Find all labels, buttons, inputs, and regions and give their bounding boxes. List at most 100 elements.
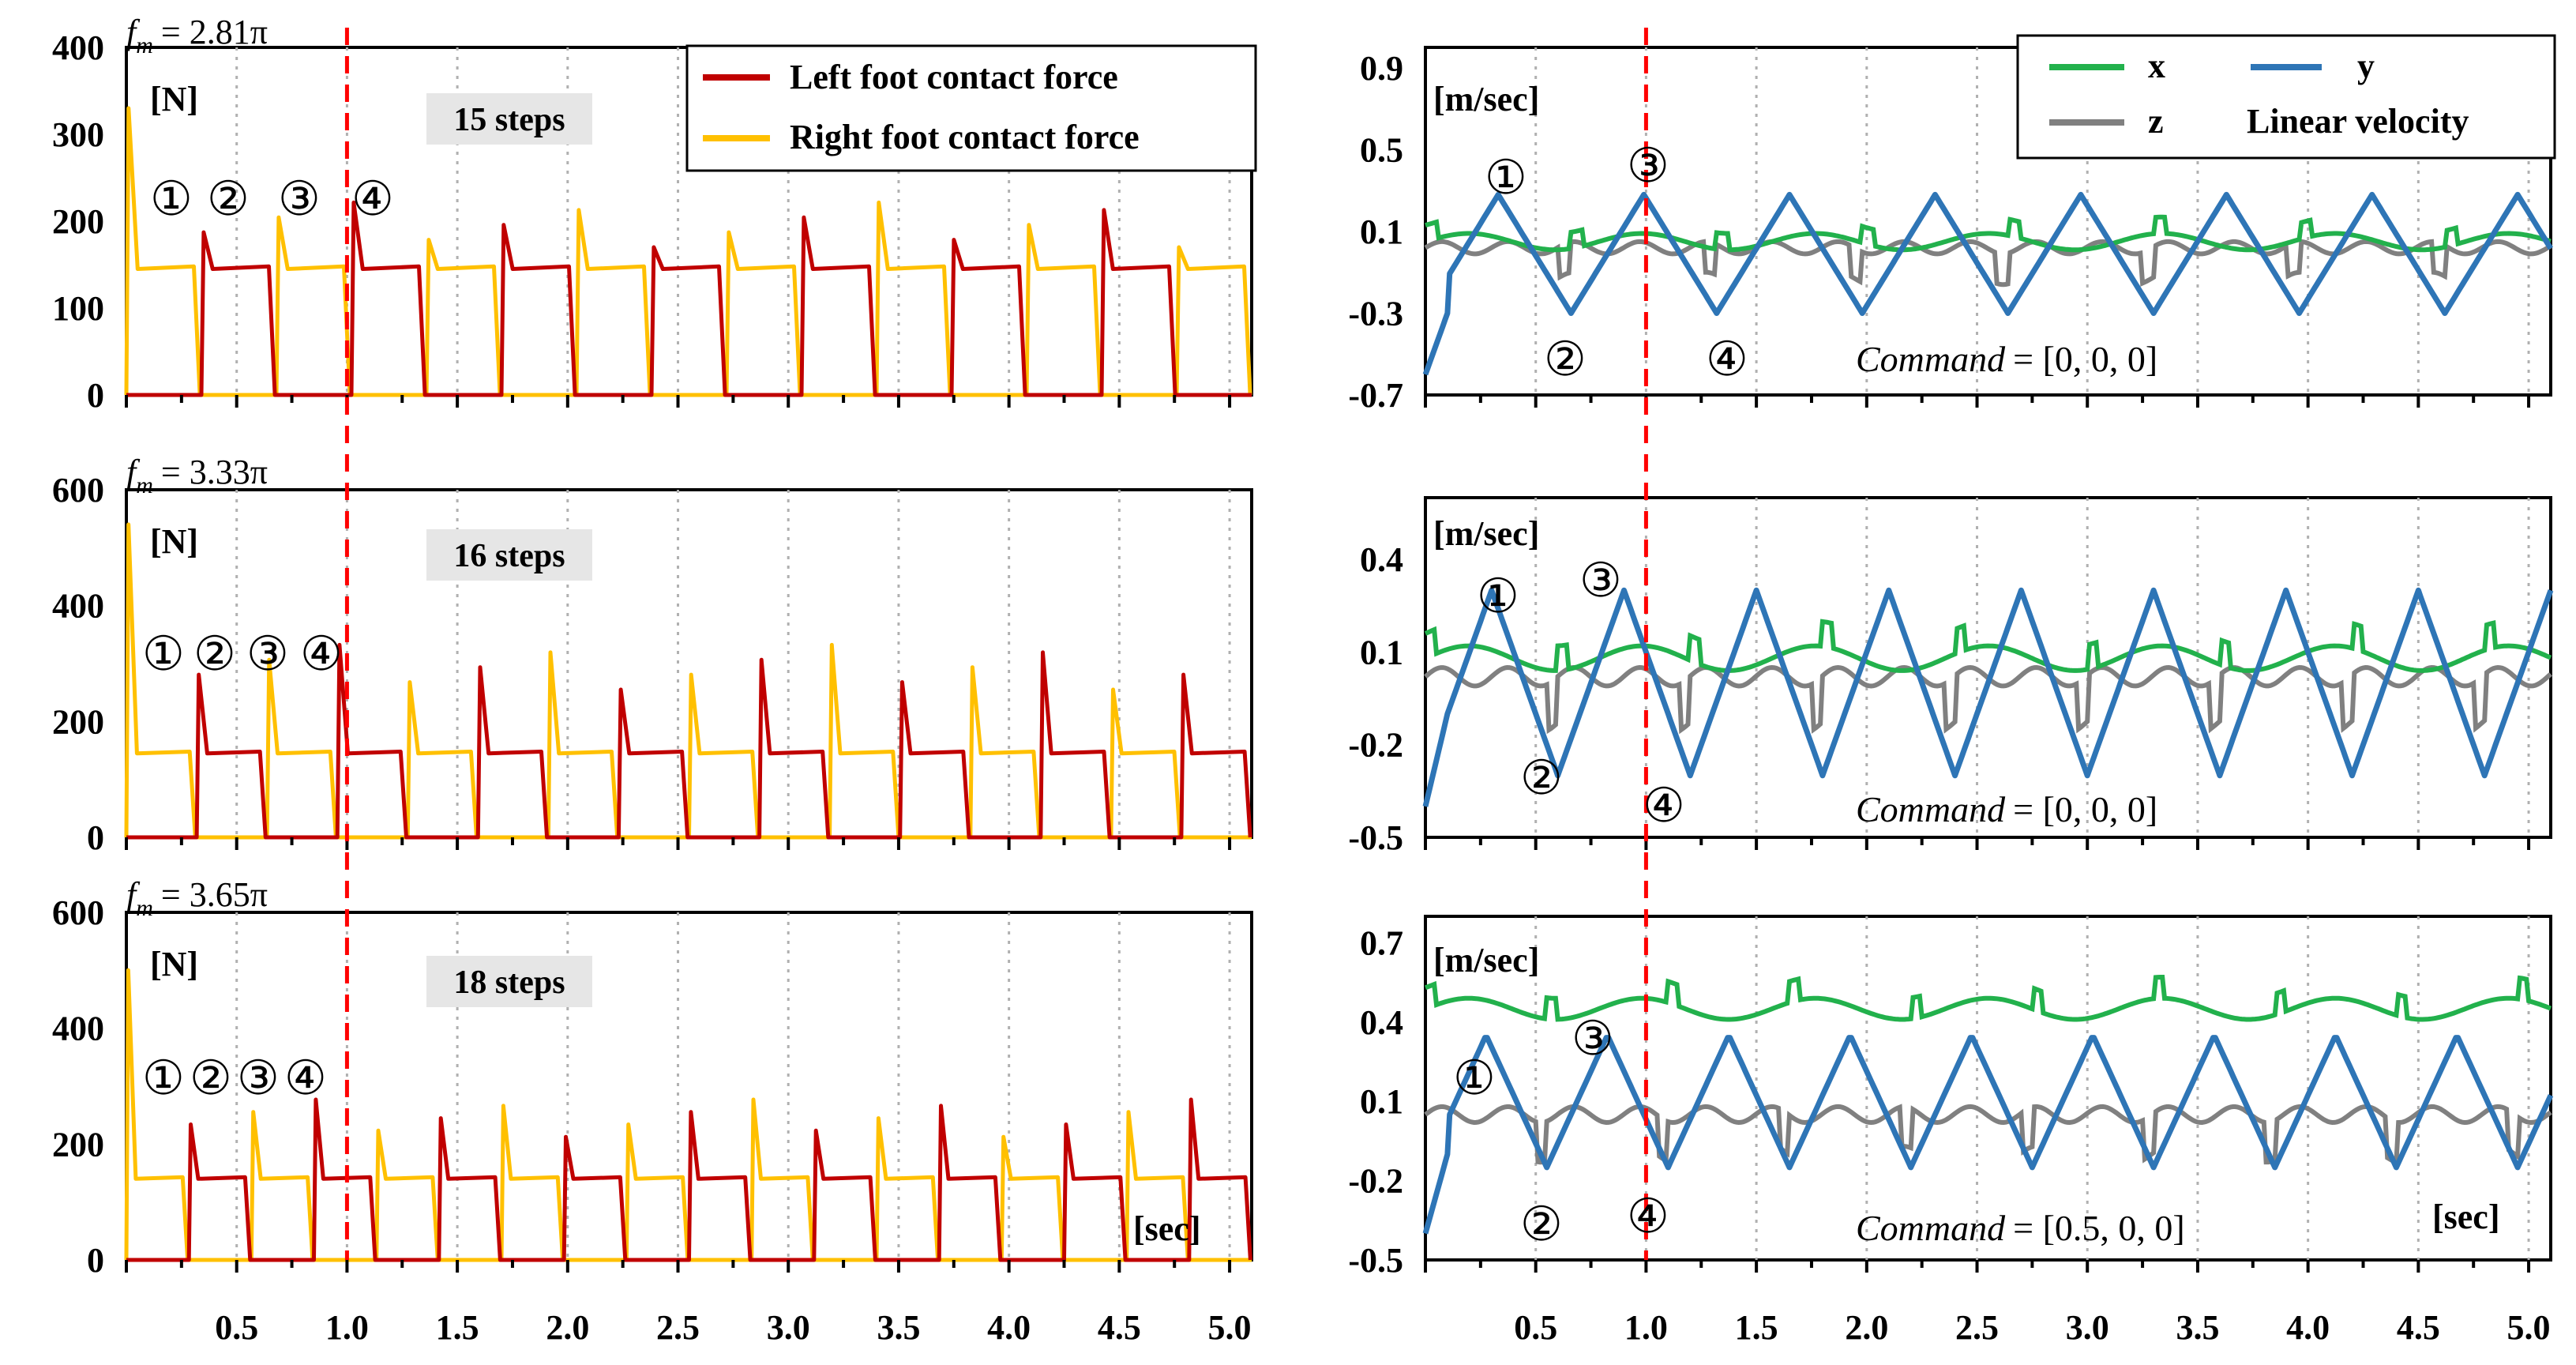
step-markers-force-3: ① ② ③ ④ (142, 1052, 327, 1104)
step-marker-4: ④ (1706, 333, 1748, 385)
fm-label-2: fm = 3.33π (126, 453, 268, 498)
step-marker-4: ④ (284, 1052, 327, 1104)
y-tick-label: -0.5 (1348, 1241, 1403, 1280)
step-marker-3: ③ (246, 628, 289, 680)
step-marker-1: ① (1453, 1052, 1496, 1104)
y-tick-label: 0 (87, 1241, 104, 1280)
force-ylabel-1: [N] (150, 80, 198, 118)
y-tick-label: 400 (52, 1010, 104, 1048)
command-label-1: Command = [0, 0, 0] (1856, 339, 2157, 379)
step-marker-1: ① (150, 173, 193, 225)
x-tick-label-force: 2.0 (546, 1308, 589, 1347)
series-y (1422, 587, 2554, 807)
y-tick-label: 0.1 (1360, 633, 1403, 671)
series-y (1422, 1035, 2554, 1235)
step-markers-force-2: ① ② ③ ④ (142, 628, 343, 680)
force-ylabel-3: [N] (150, 945, 198, 983)
steps-badge-2: 16 steps (453, 538, 565, 574)
legend-title: Linear velocity (2247, 102, 2469, 141)
x-tick-label-force: 4.5 (1098, 1308, 1141, 1347)
y-tick-label: 100 (52, 289, 104, 328)
x-tick-label-force: 2.5 (656, 1308, 700, 1347)
force-legend (685, 44, 1257, 172)
vel-panel-2-frame (1424, 496, 2552, 839)
step-marker-4: ④ (300, 628, 343, 680)
y-tick-label: 0 (87, 376, 104, 415)
step-marker-2: ② (1544, 333, 1587, 385)
y-tick-label: 0.1 (1360, 212, 1403, 251)
step-marker-3: ③ (278, 173, 321, 225)
legend-y-label: y (2357, 47, 2375, 85)
vel-panel-3-frame (1424, 915, 2552, 1262)
steps-badge-1-bg (426, 93, 592, 145)
fm-label-1: fm = 2.81π (126, 13, 268, 58)
series-layer (124, 106, 2554, 1262)
y-tick-label: 0.7 (1360, 923, 1403, 962)
x-tick-label-force: 3.5 (877, 1308, 920, 1347)
vel-ylabel-3: [m/sec] (1433, 941, 1539, 980)
y-tick-label: 600 (52, 471, 104, 510)
step-marker-2: ② (193, 628, 236, 680)
step-marker-2: ② (1520, 1198, 1563, 1250)
y-tick-label: 600 (52, 893, 104, 932)
step-markers-force-1: ① ② ③ ④ (150, 173, 394, 225)
x-tick-label-velocity: 2.0 (1845, 1308, 1888, 1347)
y-tick-label: -0.2 (1348, 1162, 1403, 1201)
step-marker-3: ③ (1579, 555, 1622, 607)
series-left-foot (126, 1097, 1252, 1262)
series-x (1424, 619, 2552, 673)
step-marker-1: ① (1485, 152, 1527, 204)
series-y (1422, 191, 2553, 376)
y-tick-label: 200 (52, 702, 104, 741)
steps-badge-3-bg (426, 956, 592, 1007)
x-tick-label-velocity: 5.0 (2507, 1308, 2551, 1347)
step-marker-1: ① (1477, 570, 1519, 622)
y-tick-label: 400 (52, 587, 104, 626)
step-markers-vel-1: ① ② ③ ④ (1485, 140, 1748, 385)
y-tick-label: 0 (87, 818, 104, 857)
x-tick-label-velocity: 0.5 (1514, 1308, 1557, 1347)
step-marker-4: ④ (1627, 1190, 1669, 1243)
y-tick-label: 200 (52, 202, 104, 241)
step-marker-2: ② (1520, 752, 1563, 804)
vel-panel-1-frame (1424, 46, 2552, 397)
legend-z-label: z (2148, 102, 2164, 141)
y-tick-label: 300 (52, 115, 104, 154)
step-marker-2: ② (190, 1052, 232, 1104)
command-label-2: Command = [0, 0, 0] (1856, 789, 2157, 829)
step-marker-4: ④ (351, 173, 394, 225)
step-marker-3: ③ (237, 1052, 280, 1104)
x-tick-label-velocity: 1.0 (1624, 1308, 1668, 1347)
vel-ylabel-2: [m/sec] (1433, 514, 1539, 553)
x-tick-label-velocity: 1.5 (1735, 1308, 1778, 1347)
y-tick-label: -0.7 (1348, 376, 1403, 415)
x-tick-label-velocity: 2.5 (1955, 1308, 1999, 1347)
step-marker-1: ① (142, 628, 185, 680)
y-tick-label: 0.9 (1360, 49, 1403, 88)
step-marker-1: ① (142, 1052, 185, 1104)
y-tick-label: 0.1 (1360, 1082, 1403, 1121)
command-label-3: Command = [0.5, 0, 0] (1856, 1208, 2185, 1248)
y-tick-label: 200 (52, 1125, 104, 1164)
x-tick-label-velocity: 3.0 (2066, 1308, 2109, 1347)
step-markers-vel-3: ① ② ③ ④ (1453, 1013, 1669, 1250)
series-left-foot (126, 642, 1252, 840)
x-tick-label-velocity: 3.5 (2176, 1308, 2219, 1347)
series-right-foot (124, 968, 1252, 1262)
x-tick-label-velocity: 4.5 (2397, 1308, 2440, 1347)
y-tick-label: 0.4 (1360, 1003, 1403, 1042)
y-tick-label: 400 (52, 28, 104, 67)
legend-x-label: x (2148, 47, 2165, 85)
step-marker-3: ③ (1627, 140, 1669, 192)
series-left-foot (126, 200, 1252, 397)
series-z (1424, 239, 2552, 288)
x-tick-label-force: 1.0 (325, 1308, 369, 1347)
x-tick-label-velocity: 4.0 (2286, 1308, 2330, 1347)
y-tick-label: 0.5 (1360, 130, 1403, 169)
y-tick-label: 0.4 (1360, 540, 1403, 579)
y-tick-label: -0.3 (1348, 294, 1403, 333)
series-x (1424, 975, 2552, 1022)
legend-right-foot-label: Right foot contact force (790, 118, 1140, 156)
y-tick-label: -0.5 (1348, 818, 1403, 857)
